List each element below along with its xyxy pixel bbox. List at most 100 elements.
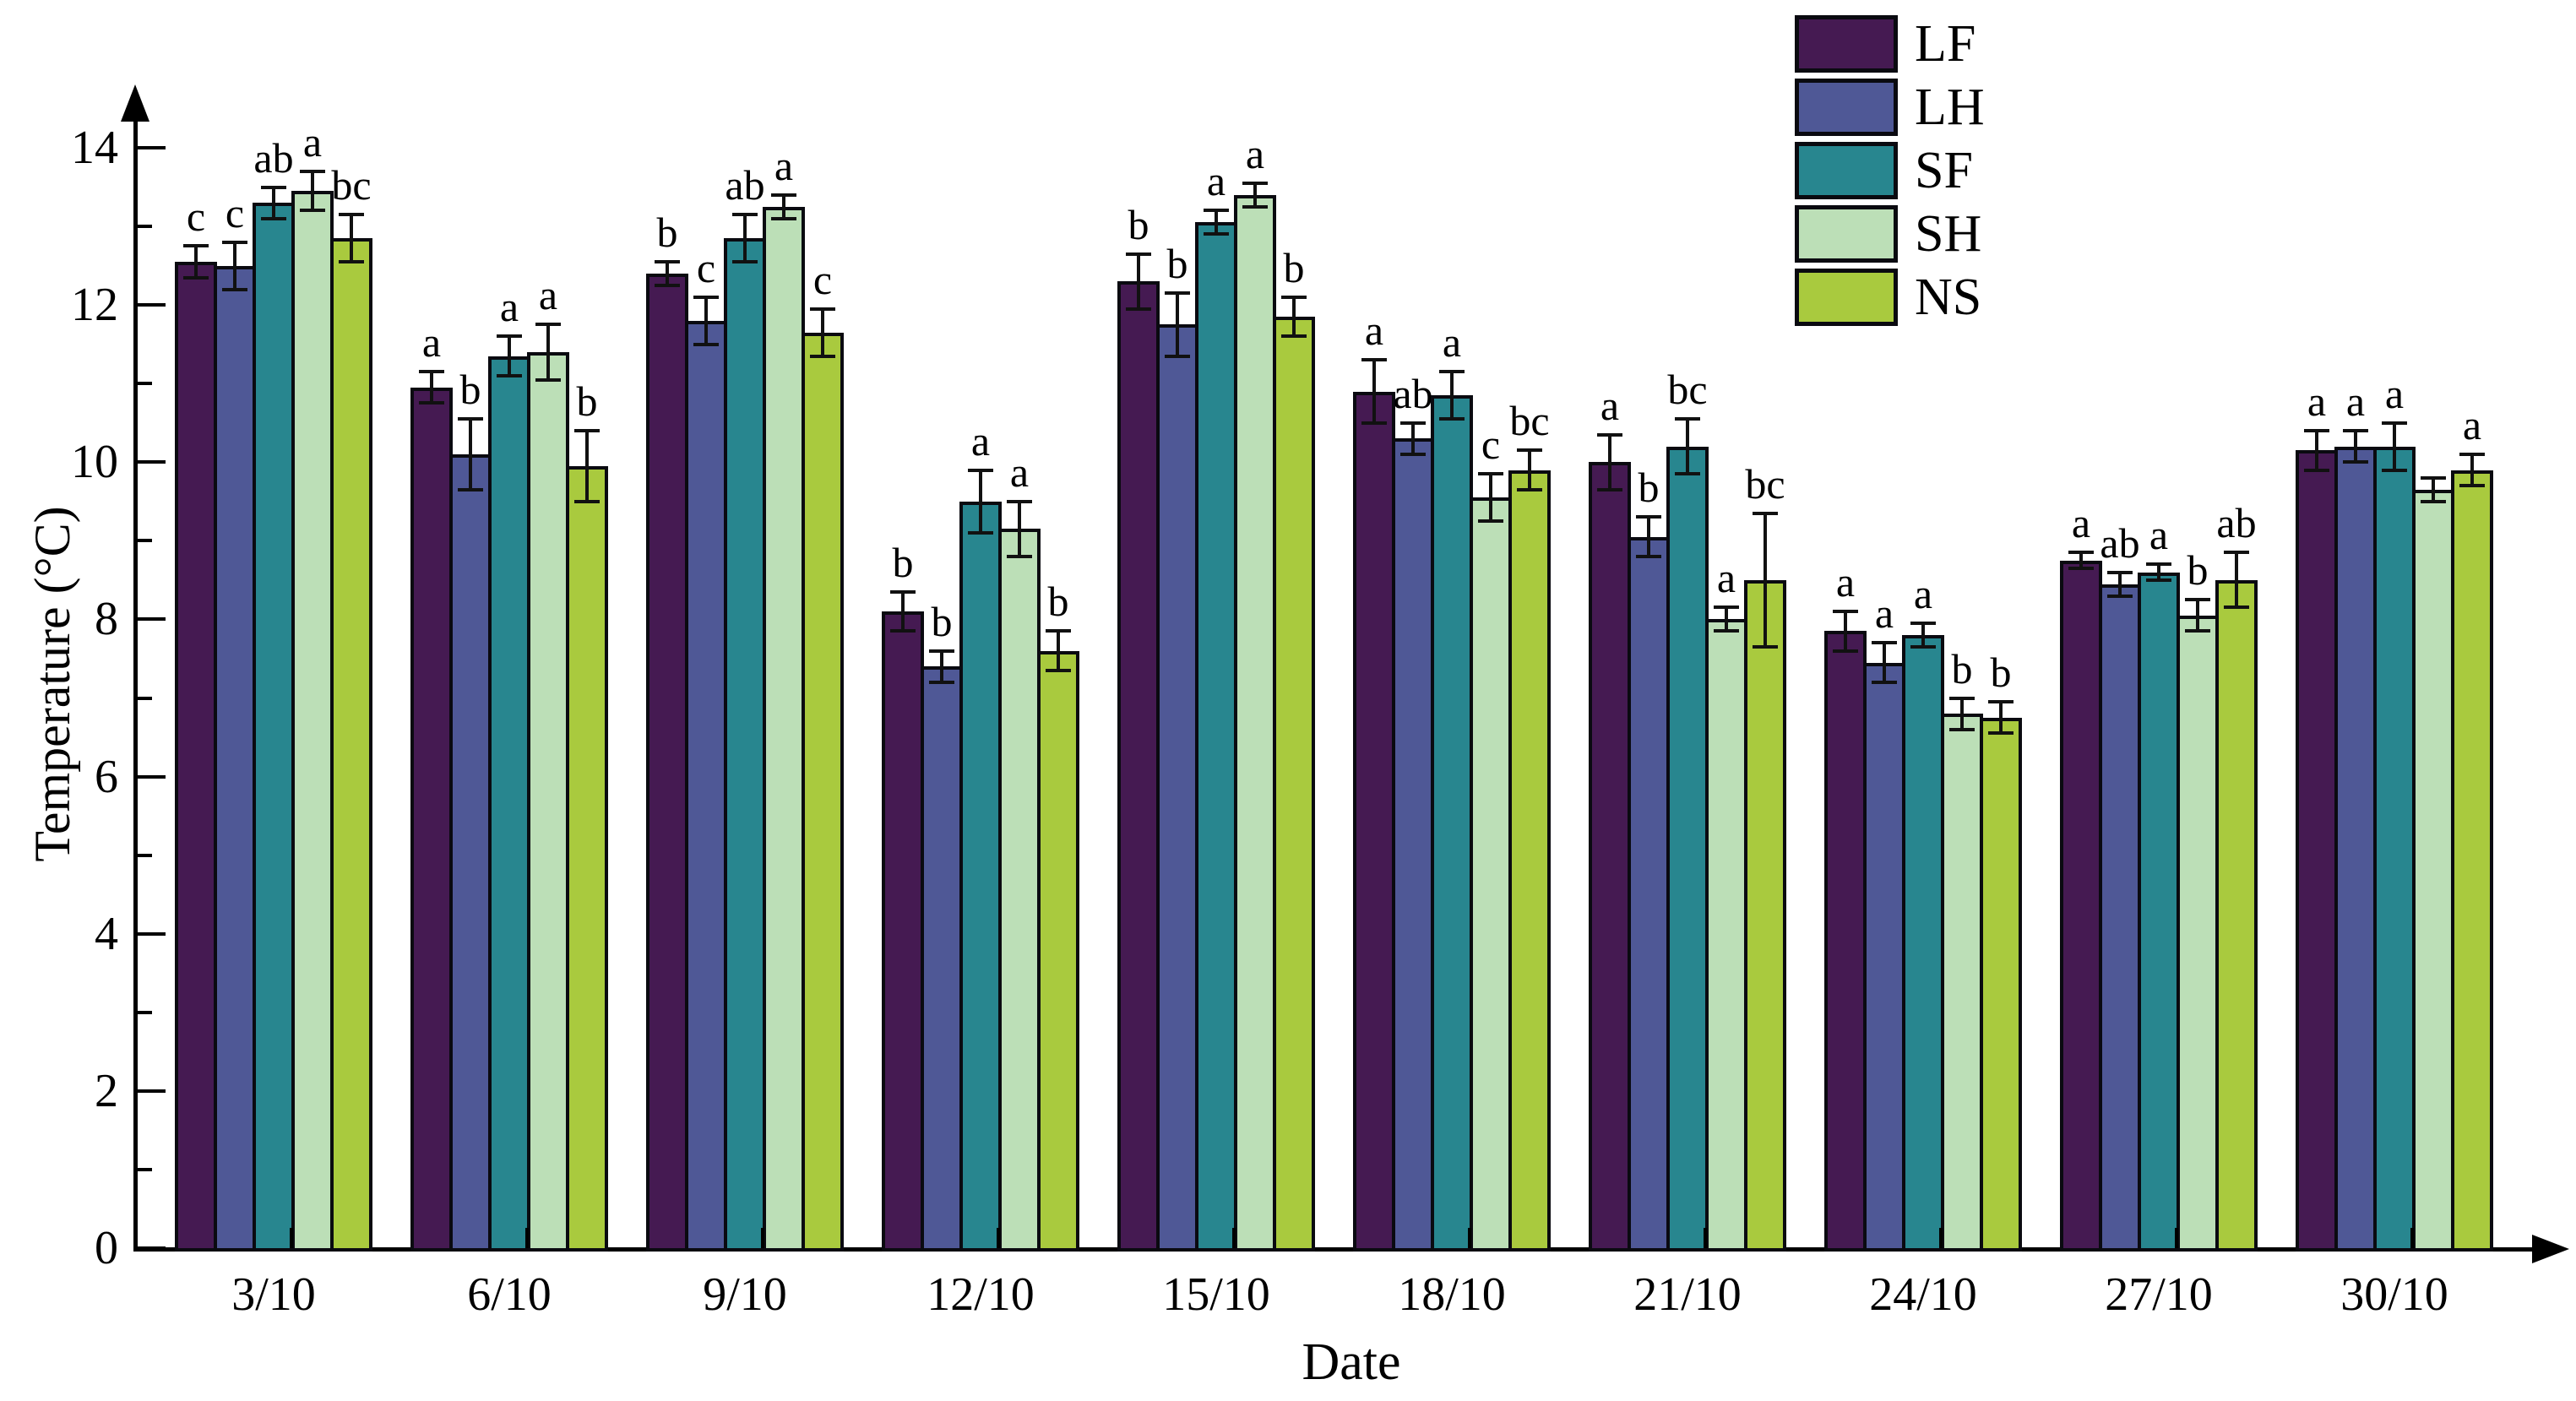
error-bar-cap [1242, 204, 1268, 209]
legend-swatch-NS [1795, 268, 1898, 326]
bar-SH [291, 191, 334, 1252]
significance-letter: bc [1509, 397, 1550, 445]
y-tick-label: 14 [71, 122, 118, 174]
error-bar [979, 470, 982, 534]
bar-SH [527, 351, 569, 1252]
error-bar [940, 650, 943, 682]
error-bar [194, 246, 198, 278]
bar-SF [1666, 446, 1709, 1252]
significance-letter: ab [253, 133, 294, 182]
error-bar-cap [2304, 468, 2329, 472]
error-bar-cap [1046, 668, 1071, 672]
x-tick [290, 1228, 293, 1248]
error-bar-cap [2224, 551, 2249, 555]
error-bar-cap [1439, 370, 1465, 374]
significance-letter: c [696, 243, 716, 291]
error-bar [2118, 572, 2122, 596]
y-minor-tick [135, 1167, 152, 1171]
error-bar-cap [261, 185, 286, 189]
bar-LH [214, 265, 256, 1252]
error-bar-cap [419, 401, 444, 405]
error-bar-cap [1675, 417, 1700, 421]
error-bar-cap [2185, 598, 2210, 602]
error-bar-cap [1242, 181, 1268, 185]
significance-letter: b [2187, 546, 2209, 595]
x-tick [1939, 1228, 1943, 1248]
x-tick [525, 1228, 529, 1248]
y-tick-label: 4 [95, 907, 118, 960]
y-major-tick [135, 460, 166, 464]
error-bar-cap [2421, 475, 2446, 480]
error-bar-cap [1988, 700, 2014, 704]
significance-letter: a [421, 318, 442, 367]
legend: LF LH SF SH NS [1795, 12, 1985, 329]
bar-LF [1589, 462, 1631, 1252]
error-bar-cap [1361, 358, 1387, 362]
error-bar-cap [1007, 499, 1032, 503]
error-bar [1450, 372, 1454, 420]
bar-NS [2215, 579, 2258, 1252]
error-bar-cap [1753, 645, 1778, 649]
error-bar-cap [732, 259, 758, 263]
error-bar-cap [1204, 232, 1229, 236]
significance-letter: a [1245, 129, 1265, 177]
error-bar [2157, 564, 2160, 580]
x-tick-label: 24/10 [1869, 1268, 1977, 1321]
x-axis-title: Date [1302, 1333, 1401, 1391]
y-tick-label: 6 [95, 750, 118, 803]
bar-LH [921, 666, 963, 1252]
bar-SF [1902, 635, 1944, 1252]
legend-item-SH: SH [1795, 202, 1985, 265]
error-bar [1844, 611, 1847, 651]
error-bar-cap [1833, 649, 1858, 653]
bar-SF [2373, 446, 2416, 1252]
bar-LH [449, 453, 492, 1252]
error-bar-cap [2146, 578, 2171, 582]
bar-LH [2099, 584, 2141, 1252]
bar-NS [1508, 470, 1551, 1252]
error-bar-cap [1007, 554, 1032, 558]
bar-LH [2334, 446, 2377, 1252]
error-bar [1883, 643, 1886, 682]
error-bar-cap [222, 287, 247, 291]
significance-letter: b [459, 366, 481, 414]
significance-letter: a [1716, 554, 1736, 602]
error-bar-cap [890, 589, 916, 594]
y-tick-label: 8 [95, 593, 118, 646]
significance-letter: a [774, 141, 794, 189]
significance-letter: a [499, 283, 519, 331]
error-bar-cap [1675, 472, 1700, 476]
significance-letter: a [1009, 448, 1030, 496]
legend-label: SH [1915, 204, 1982, 263]
error-bar-cap [732, 213, 758, 217]
y-tick-label: 10 [71, 436, 118, 489]
legend-swatch-SF [1795, 141, 1898, 199]
significance-letter: b [1166, 240, 1188, 288]
bar-SF [488, 356, 530, 1252]
error-bar-cap [968, 531, 993, 535]
significance-letter: bc [331, 161, 372, 209]
error-bar-cap [1910, 645, 1936, 649]
bar-SH [1941, 714, 1983, 1252]
error-bar-cap [2068, 551, 2094, 555]
error-bar [311, 171, 314, 211]
significance-letter: a [1442, 318, 1462, 367]
y-tick-label: 2 [95, 1064, 118, 1117]
error-bar-cap [2343, 429, 2368, 433]
legend-item-LH: LH [1795, 75, 1985, 138]
bar-NS [2451, 470, 2493, 1252]
error-bar [1176, 293, 1179, 356]
significance-letter: b [1990, 649, 2012, 697]
error-bar-cap [693, 295, 719, 299]
bar-LF [882, 611, 924, 1252]
x-tick-label: 15/10 [1162, 1268, 1270, 1321]
bar-SH [1470, 497, 1512, 1252]
y-minor-tick [135, 225, 152, 229]
error-bar-cap [574, 499, 600, 503]
error-bar-cap [655, 283, 680, 287]
significance-letter: bc [1745, 459, 1785, 508]
significance-letter: a [1364, 307, 1384, 355]
error-bar-cap [810, 307, 835, 311]
significance-letter: a [302, 117, 323, 166]
error-bar-cap [2459, 452, 2485, 456]
